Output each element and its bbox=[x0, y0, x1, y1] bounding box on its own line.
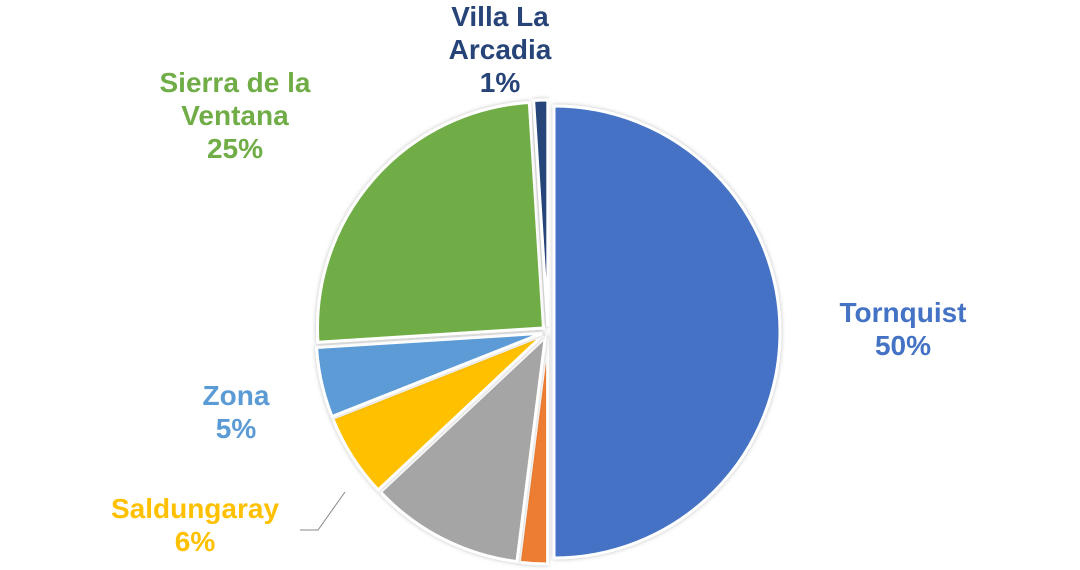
data-label-zona: Zona 5% bbox=[203, 380, 270, 444]
data-label-saldungaray: Saldungaray 6% bbox=[111, 493, 279, 557]
pie-slice-unlabeled-2 bbox=[378, 333, 548, 564]
data-label-tornquist: Tornquist 50% bbox=[839, 297, 966, 361]
pie-slice-villa-la-arcadia bbox=[532, 98, 550, 327]
data-label-villa-la-arcadia: Villa La Arcadia 1% bbox=[449, 1, 552, 98]
pie-slice-unlabeled-1 bbox=[517, 337, 550, 566]
pie-slice-zona bbox=[314, 331, 543, 419]
data-label-sierra-de-la-ventana: Sierra de la Ventana 25% bbox=[160, 67, 311, 164]
pie-slice-saldungaray bbox=[330, 333, 544, 493]
leader-line bbox=[300, 491, 346, 531]
pie-slice-sierra-de-la-ventana bbox=[316, 100, 546, 344]
pie-slice-tornquist bbox=[552, 104, 782, 560]
